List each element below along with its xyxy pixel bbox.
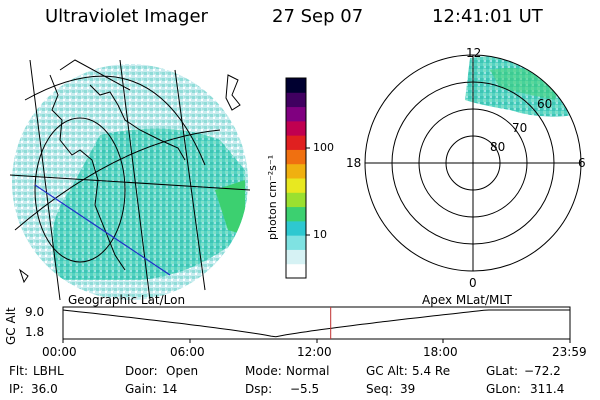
- colorbar-segment: [286, 106, 306, 122]
- x-axis-ticks: [62, 339, 571, 343]
- status-gain-value: 14: [162, 382, 178, 396]
- emission-region: [52, 128, 248, 280]
- colorbar-segment: [286, 163, 306, 179]
- geographic-map: [9, 59, 251, 301]
- mlt-label-0: 0: [469, 276, 477, 290]
- mlat-label-60: 60: [537, 97, 553, 111]
- colorbar-segment: [286, 206, 306, 222]
- xtick-0600: 06:00: [170, 345, 205, 359]
- mlat-label-70: 70: [512, 121, 528, 135]
- xtick-1800: 18:00: [423, 345, 458, 359]
- status-flt-label: Flt:: [9, 364, 28, 378]
- status-ip-label: IP:: [9, 382, 24, 396]
- mlt-label-6: 6: [578, 156, 586, 170]
- graticule: [9, 59, 251, 301]
- status-gcalt-label: GC Alt:: [366, 364, 408, 378]
- polar-plot: [364, 54, 582, 272]
- colorbar-tick-10: 10: [313, 228, 327, 241]
- colorbar-segment: [286, 135, 306, 150]
- colorbar-segment: [286, 92, 306, 108]
- status-glat-value: −72.2: [524, 364, 561, 378]
- colorbar-segment: [286, 220, 306, 236]
- status-gain-label: Gain:: [125, 382, 157, 396]
- altitude-ytick-min: 1.8: [25, 325, 45, 339]
- colorbar-tick-100: 100: [313, 141, 334, 154]
- xtick-0000: 00:00: [42, 345, 77, 359]
- colorbar-segment: [286, 249, 306, 265]
- altitude-ylabel: GC Alt: [4, 307, 18, 345]
- status-door-label: Door:: [125, 364, 158, 378]
- status-gcalt-value: 5.4 Re: [412, 364, 451, 378]
- status-mode-value: Normal: [286, 364, 330, 378]
- time-label: 12:41:01 UT: [432, 6, 543, 27]
- colorbar-unit-label: photon cm⁻²s⁻¹: [266, 154, 279, 240]
- colorbar-segment: [286, 178, 306, 193]
- colorbar-segment: [286, 149, 306, 165]
- instrument-title: Ultraviolet Imager: [45, 6, 208, 27]
- colorbar: [285, 77, 310, 279]
- altitude-plot: [62, 306, 571, 343]
- mlat-label-80: 80: [490, 140, 506, 154]
- status-mode-label: Mode:: [245, 364, 282, 378]
- date-label: 27 Sep 07: [272, 6, 364, 27]
- status-ip-value: 36.0: [31, 382, 58, 396]
- status-glat-label: GLat:: [486, 364, 519, 378]
- colorbar-segment: [286, 235, 306, 250]
- mlt-label-18: 18: [346, 156, 362, 170]
- altitude-ytick-max: 9.0: [25, 305, 45, 319]
- status-dsp-label: Dsp:: [245, 382, 273, 396]
- colorbar-segment: [286, 120, 306, 136]
- status-seq-value: 39: [400, 382, 416, 396]
- status-glon-label: GLon:: [486, 382, 521, 396]
- status-flt-value: LBHL: [33, 364, 64, 378]
- colorbar-segment: [286, 192, 306, 208]
- terminator-line: [34, 184, 171, 276]
- altitude-frame: [62, 306, 571, 340]
- mlt-label-12: 12: [466, 46, 482, 60]
- polar-plot-label: Apex MLat/MLT: [422, 293, 512, 307]
- status-glon-value: 311.4: [530, 382, 565, 396]
- colorbar-segment: [286, 78, 306, 93]
- status-seq-label: Seq:: [366, 382, 393, 396]
- colorbar-segment: [286, 263, 306, 279]
- coastline: [19, 74, 241, 284]
- status-door-value: Open: [166, 364, 199, 378]
- xtick-2359: 23:59: [552, 345, 587, 359]
- polar-grid: [364, 54, 582, 272]
- altitude-curve: [62, 309, 570, 338]
- xtick-1200: 12:00: [297, 345, 332, 359]
- left-map-label: Geographic Lat/Lon: [68, 293, 186, 307]
- status-dsp-value: −5.5: [290, 382, 320, 396]
- emission-bright-spot: [215, 180, 245, 235]
